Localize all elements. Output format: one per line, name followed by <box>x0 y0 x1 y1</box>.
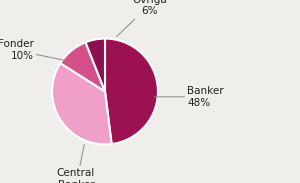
Wedge shape <box>52 63 112 144</box>
Text: Central
Banker
36%: Central Banker 36% <box>57 145 95 183</box>
Text: Övriga
6%: Övriga 6% <box>116 0 167 37</box>
Wedge shape <box>60 42 105 92</box>
Wedge shape <box>85 39 105 92</box>
Text: Fonder
10%: Fonder 10% <box>0 39 64 61</box>
Wedge shape <box>105 39 158 144</box>
Text: Banker
48%: Banker 48% <box>154 86 224 108</box>
